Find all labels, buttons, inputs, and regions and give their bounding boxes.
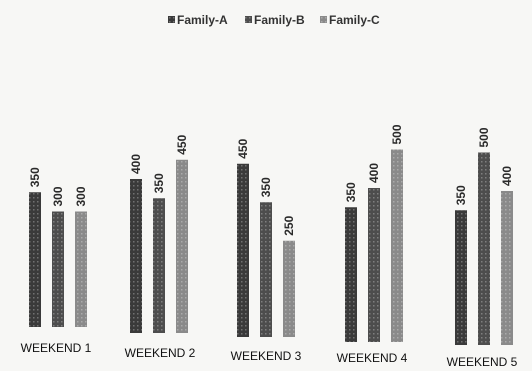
legend-label-family-b: Family-B (254, 13, 305, 27)
category-labels-group: WEEKEND 1 WEEKEND 2 WEEKEND 3 WEEKEND 4 WEEK… (21, 341, 518, 369)
bar-family-c-weekend-2 (176, 159, 188, 333)
bar-family-a-weekend-3 (237, 163, 249, 337)
legend-label-family-a: Family-A (177, 13, 228, 27)
legend-swatch-family-c (320, 16, 327, 23)
bar-family-a-weekend-1 (29, 192, 41, 327)
category-label-weekend-5: WEEKEND 5 (447, 355, 518, 369)
bar-family-b-weekend-2 (153, 198, 165, 333)
category-label-weekend-4: WEEKEND 4 (337, 351, 408, 365)
category-label-weekend-2: WEEKEND 2 (125, 346, 196, 360)
value-label-family-b-weekend-4: 400 (367, 163, 381, 183)
category-label-weekend-3: WEEKEND 3 (231, 349, 302, 363)
category-label-weekend-1: WEEKEND 1 (21, 341, 92, 355)
bar-family-c-weekend-4 (391, 149, 403, 342)
value-label-family-a-weekend-4: 350 (344, 182, 358, 202)
value-label-family-b-weekend-1: 300 (51, 186, 65, 206)
legend-item-family-c: Family-C (320, 13, 380, 27)
value-label-family-b-weekend-5: 500 (477, 127, 491, 147)
value-label-family-c-weekend-2: 450 (175, 134, 189, 154)
bar-family-c-weekend-1 (75, 211, 87, 327)
bar-family-a-weekend-5 (455, 210, 467, 345)
legend-label-family-c: Family-C (329, 13, 380, 27)
value-label-family-c-weekend-4: 500 (390, 124, 404, 144)
bar-family-a-weekend-4 (345, 207, 357, 342)
value-label-family-b-weekend-2: 350 (152, 173, 166, 193)
bar-family-a-weekend-2 (130, 179, 142, 333)
legend-swatch-family-b (245, 16, 252, 23)
bar-family-b-weekend-4 (368, 188, 380, 342)
legend-swatch-family-a (168, 16, 175, 23)
value-label-family-c-weekend-5: 400 (500, 166, 514, 186)
value-label-family-a-weekend-1: 350 (28, 167, 42, 187)
bar-family-b-weekend-1 (52, 211, 64, 327)
value-label-family-b-weekend-3: 350 (259, 177, 273, 197)
legend: Family-A Family-B Family-C (168, 13, 380, 27)
bar-family-b-weekend-3 (260, 202, 272, 337)
bars-group (29, 149, 513, 345)
legend-item-family-a: Family-A (168, 13, 228, 27)
value-label-family-c-weekend-3: 250 (282, 215, 296, 235)
bar-family-c-weekend-3 (283, 240, 295, 337)
legend-item-family-b: Family-B (245, 13, 305, 27)
value-label-family-c-weekend-1: 300 (74, 186, 88, 206)
bar-family-c-weekend-5 (501, 191, 513, 345)
bar-family-b-weekend-5 (478, 152, 490, 345)
value-label-family-a-weekend-2: 400 (129, 154, 143, 174)
value-label-family-a-weekend-5: 350 (454, 185, 468, 205)
value-label-family-a-weekend-3: 450 (236, 138, 250, 158)
value-labels-group: 350 300 300 400 350 450 450 350 250 350 400 500 350 5… (28, 124, 514, 236)
